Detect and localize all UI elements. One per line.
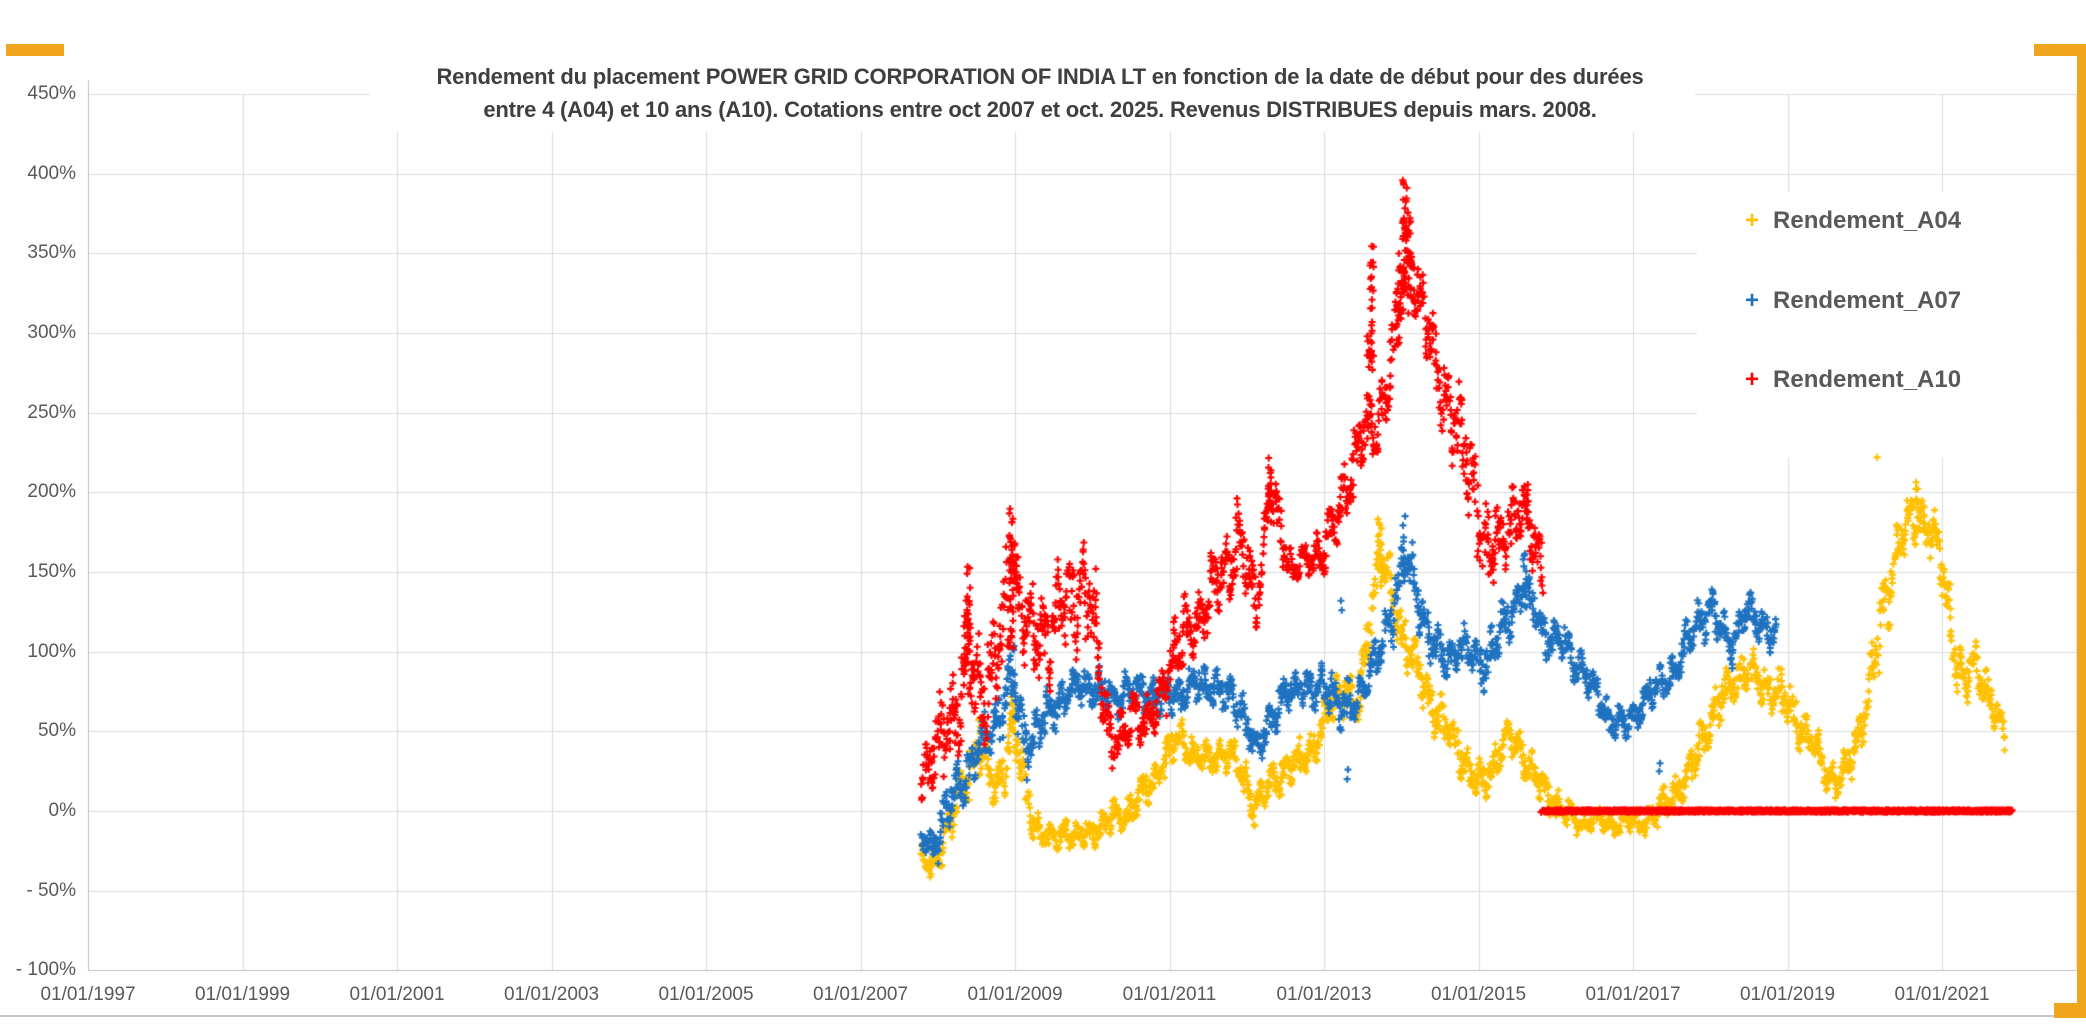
x-axis-label: 01/01/2001 bbox=[349, 984, 445, 1005]
selection-handle-top-right[interactable] bbox=[2034, 44, 2086, 56]
selection-handle-top-left[interactable] bbox=[6, 44, 64, 56]
y-axis-label: 450% bbox=[27, 83, 76, 105]
y-axis-label: 250% bbox=[27, 401, 76, 423]
x-axis-label: 01/01/2017 bbox=[1585, 984, 1681, 1005]
bottom-divider bbox=[0, 1015, 2058, 1017]
y-axis-label: 350% bbox=[27, 242, 76, 264]
plus-marker-icon: + bbox=[1745, 207, 1760, 234]
x-axis-label: 01/01/2005 bbox=[658, 984, 754, 1005]
legend-label: Rendement_A10 bbox=[1773, 366, 1962, 393]
y-axis-label: - 100% bbox=[15, 959, 76, 981]
x-axis-label: 01/01/2019 bbox=[1739, 984, 1836, 1005]
y-axis-label: 50% bbox=[37, 720, 76, 742]
legend-label: Rendement_A04 bbox=[1773, 207, 1962, 234]
y-axis-label: 0% bbox=[48, 800, 76, 821]
chart-title-line2: entre 4 (A04) et 10 ans (A10). Cotations… bbox=[483, 97, 1597, 122]
x-axis-label: 01/01/2021 bbox=[1894, 984, 1990, 1005]
selection-frame-right[interactable] bbox=[2077, 44, 2086, 1016]
y-axis-label: 300% bbox=[27, 322, 76, 344]
plus-marker-icon: + bbox=[1745, 366, 1760, 393]
y-axis-label: - 50% bbox=[26, 879, 76, 901]
y-axis-label: 200% bbox=[27, 481, 76, 503]
x-axis-label: 01/01/2003 bbox=[503, 984, 600, 1005]
legend-item-rendement-a04[interactable]: + Rendement_A04 bbox=[1745, 204, 1961, 238]
legend-item-rendement-a07[interactable]: + Rendement_A07 bbox=[1745, 284, 1961, 318]
x-axis-label: 01/01/2009 bbox=[967, 984, 1063, 1005]
x-axis-label: 01/01/2011 bbox=[1122, 984, 1217, 1005]
legend-label: Rendement_A07 bbox=[1773, 287, 1962, 314]
y-axis-label: 150% bbox=[27, 561, 76, 583]
legend-item-rendement-a10[interactable]: + Rendement_A10 bbox=[1745, 363, 1961, 397]
x-axis-label: 01/01/1999 bbox=[194, 984, 291, 1005]
x-axis-label: 01/01/1997 bbox=[40, 984, 136, 1005]
plus-marker-icon: + bbox=[1745, 287, 1760, 314]
x-axis-label: 01/01/2013 bbox=[1276, 984, 1372, 1005]
y-axis-label: 100% bbox=[27, 640, 76, 662]
x-axis-label: 01/01/2015 bbox=[1430, 984, 1527, 1005]
chart-title-line1: Rendement du placement POWER GRID CORPOR… bbox=[436, 64, 1644, 89]
y-axis-label: 400% bbox=[27, 162, 76, 184]
chart-title: Rendement du placement POWER GRID CORPOR… bbox=[340, 60, 1740, 126]
selection-handle-bottom-right[interactable] bbox=[2054, 1003, 2086, 1018]
x-axis-label: 01/01/2007 bbox=[812, 984, 909, 1005]
